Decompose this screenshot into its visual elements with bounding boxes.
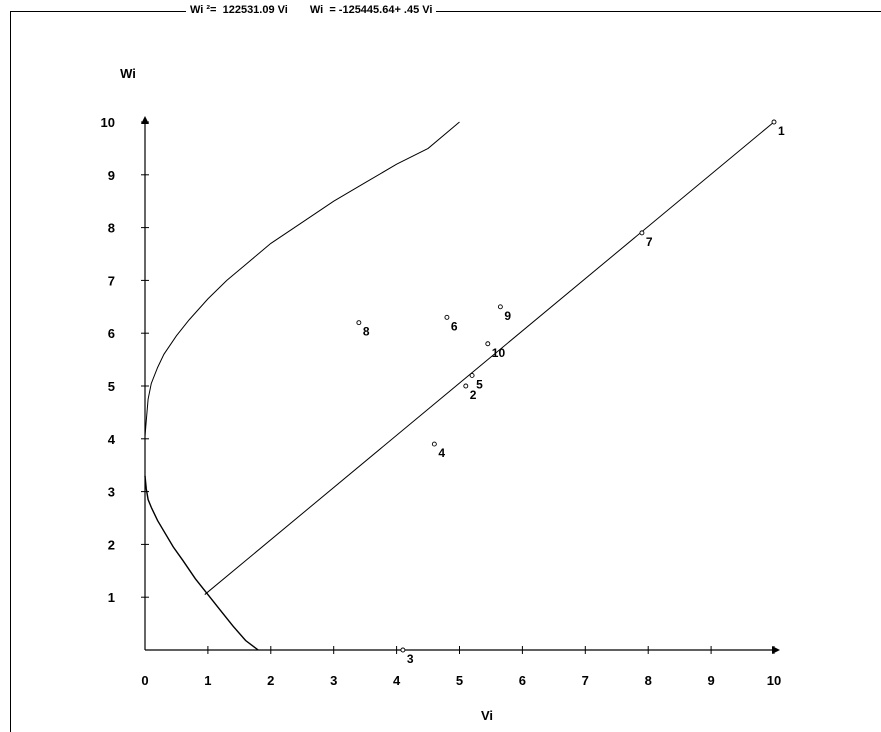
y-tick-label: 1	[108, 590, 115, 605]
y-tick-label: 9	[108, 168, 115, 183]
y-tick-label: 3	[108, 485, 115, 500]
data-point-label-1: 1	[778, 124, 785, 138]
x-tick-label: 2	[267, 673, 274, 688]
data-point-9	[497, 304, 503, 310]
equation-quadratic: Wi ²= 122531.09 Vi	[190, 4, 288, 16]
data-point-label-2: 2	[470, 388, 477, 402]
equations-header: Wi ²= 122531.09 Vi Wi = -125445.64+ .45 V…	[186, 0, 437, 20]
x-tick-label: 0	[141, 673, 148, 688]
x-tick-label: 7	[582, 673, 589, 688]
regression-line	[204, 121, 775, 595]
points-layer: 1 2 3 4 5 6 7 8 9 10	[356, 119, 785, 666]
data-point-10	[485, 341, 491, 347]
equation-linear: Wi = -125445.64+ .45 Vi	[309, 4, 433, 16]
y-axis-arrow	[141, 116, 149, 124]
data-point-label-3: 3	[407, 652, 414, 666]
data-point-4	[431, 441, 437, 447]
data-point-label-6: 6	[451, 319, 458, 333]
data-point-label-9: 9	[504, 309, 511, 323]
x-axis-title: Vi	[481, 708, 493, 723]
data-point-2	[463, 383, 469, 389]
y-tick-label: 5	[108, 379, 115, 394]
data-point-label-7: 7	[646, 235, 653, 249]
data-point-6	[444, 314, 450, 320]
data-point-1	[771, 119, 777, 125]
y-tick-label: 7	[108, 273, 115, 288]
y-tick-label: 6	[108, 326, 115, 341]
x-tick-label: 6	[519, 673, 526, 688]
x-axis-arrow	[772, 646, 780, 654]
x-tick-label: 3	[330, 673, 337, 688]
data-point-label-8: 8	[363, 325, 370, 339]
y-tick-label: 2	[108, 537, 115, 552]
x-tick-label: 8	[645, 673, 652, 688]
data-point-label-10: 10	[492, 346, 506, 360]
data-point-5	[469, 372, 475, 378]
x-tick-label: 10	[767, 673, 781, 688]
curve-lower	[144, 475, 259, 651]
x-tick-label: 4	[393, 673, 401, 688]
data-point-label-5: 5	[476, 377, 483, 391]
data-point-label-4: 4	[438, 446, 445, 460]
y-tick-label: 4	[108, 432, 116, 447]
data-point-8	[356, 320, 362, 326]
chart-frame	[10, 11, 881, 732]
y-axis-title: Wi	[120, 66, 136, 81]
y-tick-label: 8	[108, 221, 115, 236]
data-point-3	[400, 647, 406, 653]
x-tick-label: 1	[204, 673, 211, 688]
curves-layer	[144, 121, 775, 651]
data-point-7	[639, 230, 645, 236]
curve-upper	[144, 121, 460, 437]
y-tick-label: 10	[101, 115, 115, 130]
x-tick-label: 5	[456, 673, 463, 688]
x-tick-label: 9	[707, 673, 714, 688]
